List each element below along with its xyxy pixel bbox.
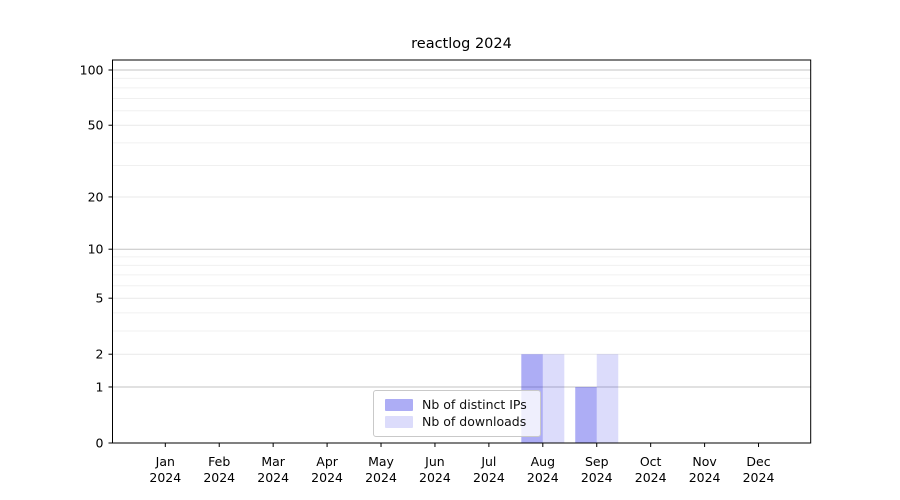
bar-downloads-aug bbox=[542, 354, 565, 443]
legend: Nb of distinct IPs Nb of downloads bbox=[373, 390, 541, 437]
y-tick-label-1: 1 bbox=[96, 379, 104, 394]
x-tick-label-month-oct: Oct bbox=[640, 454, 662, 469]
bar-downloads-sep bbox=[596, 354, 619, 443]
x-tick-label-year-nov: 2024 bbox=[689, 470, 721, 485]
x-tick-label-month-nov: Nov bbox=[692, 454, 717, 469]
x-tick-label-year-sep: 2024 bbox=[581, 470, 613, 485]
x-tick-label-month-mar: Mar bbox=[261, 454, 285, 469]
x-tick-label-month-may: May bbox=[368, 454, 394, 469]
x-tick-label-month-feb: Feb bbox=[208, 454, 230, 469]
x-tick-label-month-aug: Aug bbox=[531, 454, 555, 469]
y-tick-label-0: 0 bbox=[96, 436, 104, 451]
axes-spines bbox=[112, 59, 812, 444]
x-tick-label-year-dec: 2024 bbox=[743, 470, 775, 485]
x-tick-label-year-jul: 2024 bbox=[473, 470, 505, 485]
x-tick-label-month-jun: Jun bbox=[424, 454, 445, 469]
x-tick-label-month-sep: Sep bbox=[585, 454, 609, 469]
chart-title: reactlog 2024 bbox=[411, 36, 512, 52]
x-tick-label-month-dec: Dec bbox=[746, 454, 770, 469]
x-tick-label-year-mar: 2024 bbox=[257, 470, 289, 485]
x-tick-label-month-jan: Jan bbox=[155, 454, 175, 469]
bar-distinct-ips-sep bbox=[575, 386, 597, 443]
x-tick-label-year-apr: 2024 bbox=[311, 470, 343, 485]
y-tick-label-50: 50 bbox=[88, 118, 104, 133]
y-tick-label-2: 2 bbox=[96, 347, 104, 362]
x-tick-label-year-jun: 2024 bbox=[419, 470, 451, 485]
x-tick-label-year-aug: 2024 bbox=[527, 470, 559, 485]
y-tick-label-20: 20 bbox=[88, 189, 104, 204]
legend-entry-distinct-ips: Nb of distinct IPs bbox=[385, 396, 540, 412]
x-tick-label-month-apr: Apr bbox=[316, 454, 338, 469]
x-tick-label-year-may: 2024 bbox=[365, 470, 397, 485]
legend-label-distinct-ips: Nb of distinct IPs bbox=[422, 396, 527, 412]
legend-label-downloads: Nb of downloads bbox=[422, 414, 527, 429]
x-tick-label-month-jul: Jul bbox=[480, 454, 496, 469]
legend-entry-downloads: Nb of downloads bbox=[385, 414, 540, 429]
legend-swatch-downloads bbox=[385, 416, 413, 429]
x-tick-label-year-jan: 2024 bbox=[149, 470, 181, 485]
y-tick-label-100: 100 bbox=[80, 63, 104, 78]
y-tick-label-5: 5 bbox=[96, 291, 104, 306]
x-tick-label-year-oct: 2024 bbox=[635, 470, 667, 485]
x-tick-label-year-feb: 2024 bbox=[203, 470, 235, 485]
legend-swatch-distinct-ips bbox=[385, 398, 413, 411]
y-tick-label-10: 10 bbox=[88, 242, 104, 257]
